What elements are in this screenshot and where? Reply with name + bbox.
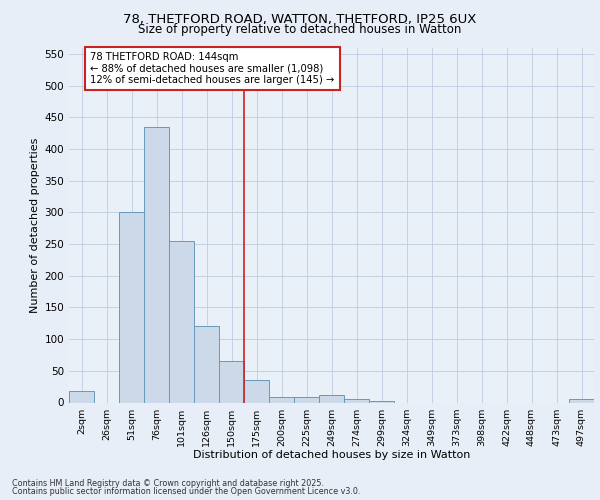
Bar [319,395,344,402]
Text: Contains HM Land Registry data © Crown copyright and database right 2025.: Contains HM Land Registry data © Crown c… [12,478,324,488]
Bar [344,400,369,402]
Text: Size of property relative to detached houses in Watton: Size of property relative to detached ho… [139,24,461,36]
X-axis label: Distribution of detached houses by size in Watton: Distribution of detached houses by size … [193,450,470,460]
Bar [569,400,594,402]
Bar [169,241,194,402]
Bar [69,391,94,402]
Bar [194,326,219,402]
Bar [119,212,144,402]
Bar [269,398,294,402]
Bar [144,126,169,402]
Text: 78 THETFORD ROAD: 144sqm
← 88% of detached houses are smaller (1,098)
12% of sem: 78 THETFORD ROAD: 144sqm ← 88% of detach… [90,52,335,85]
Bar [219,362,244,403]
Bar [369,400,394,402]
Text: 78, THETFORD ROAD, WATTON, THETFORD, IP25 6UX: 78, THETFORD ROAD, WATTON, THETFORD, IP2… [124,12,476,26]
Bar [294,398,319,402]
Text: Contains public sector information licensed under the Open Government Licence v3: Contains public sector information licen… [12,487,361,496]
Y-axis label: Number of detached properties: Number of detached properties [30,138,40,312]
Bar [244,380,269,402]
